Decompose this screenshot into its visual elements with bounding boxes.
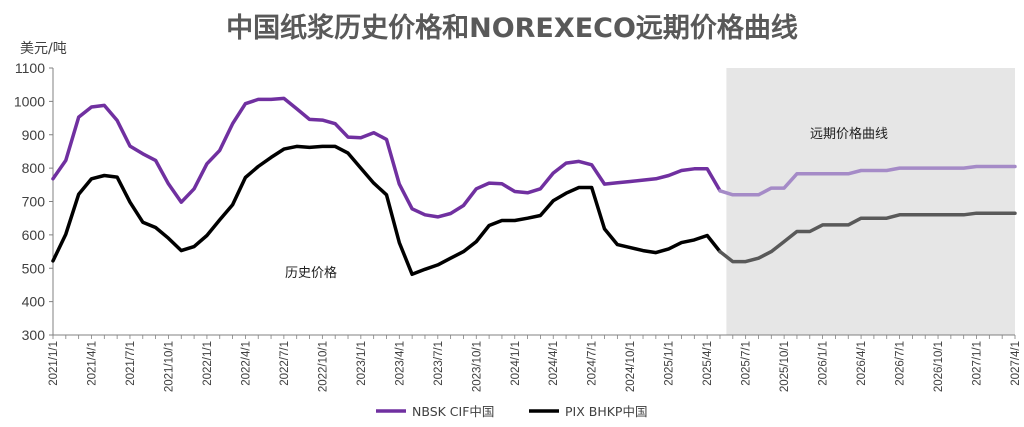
x-tick-label: 2023/7/1 xyxy=(433,341,445,386)
x-tick-label: 2021/7/1 xyxy=(125,341,137,386)
x-tick-label: 2023/4/1 xyxy=(394,341,406,386)
x-tick-label: 2022/1/1 xyxy=(202,341,214,386)
x-tick-label: 2022/10/1 xyxy=(317,341,329,392)
y-axis: 300 400 500 600 700 800 900 1000 1100 xyxy=(14,60,54,343)
y-tick-label: 700 xyxy=(22,194,46,210)
x-tick-label: 2021/4/1 xyxy=(86,341,98,386)
x-tick-label: 2024/1/1 xyxy=(510,341,522,386)
x-tick-label: 2024/4/1 xyxy=(548,341,560,386)
series-line-1-forward xyxy=(718,164,1017,197)
x-tick-label: 2025/1/1 xyxy=(664,341,676,386)
legend-label: NBSK CIF中国 xyxy=(412,404,494,419)
x-tick-label: 2026/1/1 xyxy=(818,341,830,386)
y-tick-label: 300 xyxy=(22,327,46,343)
y-axis-unit: 美元/吨 xyxy=(20,41,67,57)
x-tick-label: 2025/4/1 xyxy=(702,341,714,386)
x-tick-label: 2025/7/1 xyxy=(741,341,753,386)
x-tick-label: 2022/7/1 xyxy=(279,341,291,386)
legend: NBSK CIF中国 PIX BHKP中国 xyxy=(376,404,647,419)
y-tick-label: 800 xyxy=(22,160,46,176)
forward-region-label: 远期价格曲线 xyxy=(810,126,888,142)
series-lines xyxy=(51,96,1017,277)
x-tick-label: 2021/10/1 xyxy=(163,341,175,392)
series-line-1-history xyxy=(51,96,722,219)
x-tick-label: 2026/4/1 xyxy=(856,341,868,386)
chart-title: 中国纸浆历史价格和NOREXECO远期价格曲线 xyxy=(226,12,798,44)
x-tick-label: 2024/10/1 xyxy=(625,341,637,392)
y-tick-label: 1000 xyxy=(14,93,45,109)
x-tick-label: 2023/1/1 xyxy=(356,341,368,386)
series-line-2-history xyxy=(51,144,722,277)
y-tick-label: 600 xyxy=(22,227,46,243)
y-tick-label: 1100 xyxy=(15,60,45,76)
x-tick-label: 2026/10/1 xyxy=(933,341,945,392)
x-tick-label: 2022/4/1 xyxy=(240,341,252,386)
legend-label: PIX BHKP中国 xyxy=(565,404,647,419)
forward-region-background xyxy=(726,68,1015,335)
x-tick-label: 2027/4/1 xyxy=(1010,341,1022,386)
y-tick-label: 900 xyxy=(22,127,46,143)
series-line-2-forward xyxy=(718,211,1017,264)
history-label: 历史价格 xyxy=(285,265,337,281)
x-tick-label: 2021/1/1 xyxy=(48,341,60,386)
x-axis: 2021/1/1 2021/4/1 2021/7/1 2021/10/1 2022/1/… xyxy=(48,334,1022,392)
x-tick-label: 2024/7/1 xyxy=(587,341,599,386)
x-tick-label: 2023/10/1 xyxy=(471,341,483,392)
y-tick-label: 500 xyxy=(22,260,46,276)
x-tick-label: 2026/7/1 xyxy=(895,341,907,386)
x-tick-label: 2027/1/1 xyxy=(972,341,984,386)
y-tick-label: 400 xyxy=(22,294,46,310)
x-tick-label: 2025/10/1 xyxy=(779,341,791,392)
